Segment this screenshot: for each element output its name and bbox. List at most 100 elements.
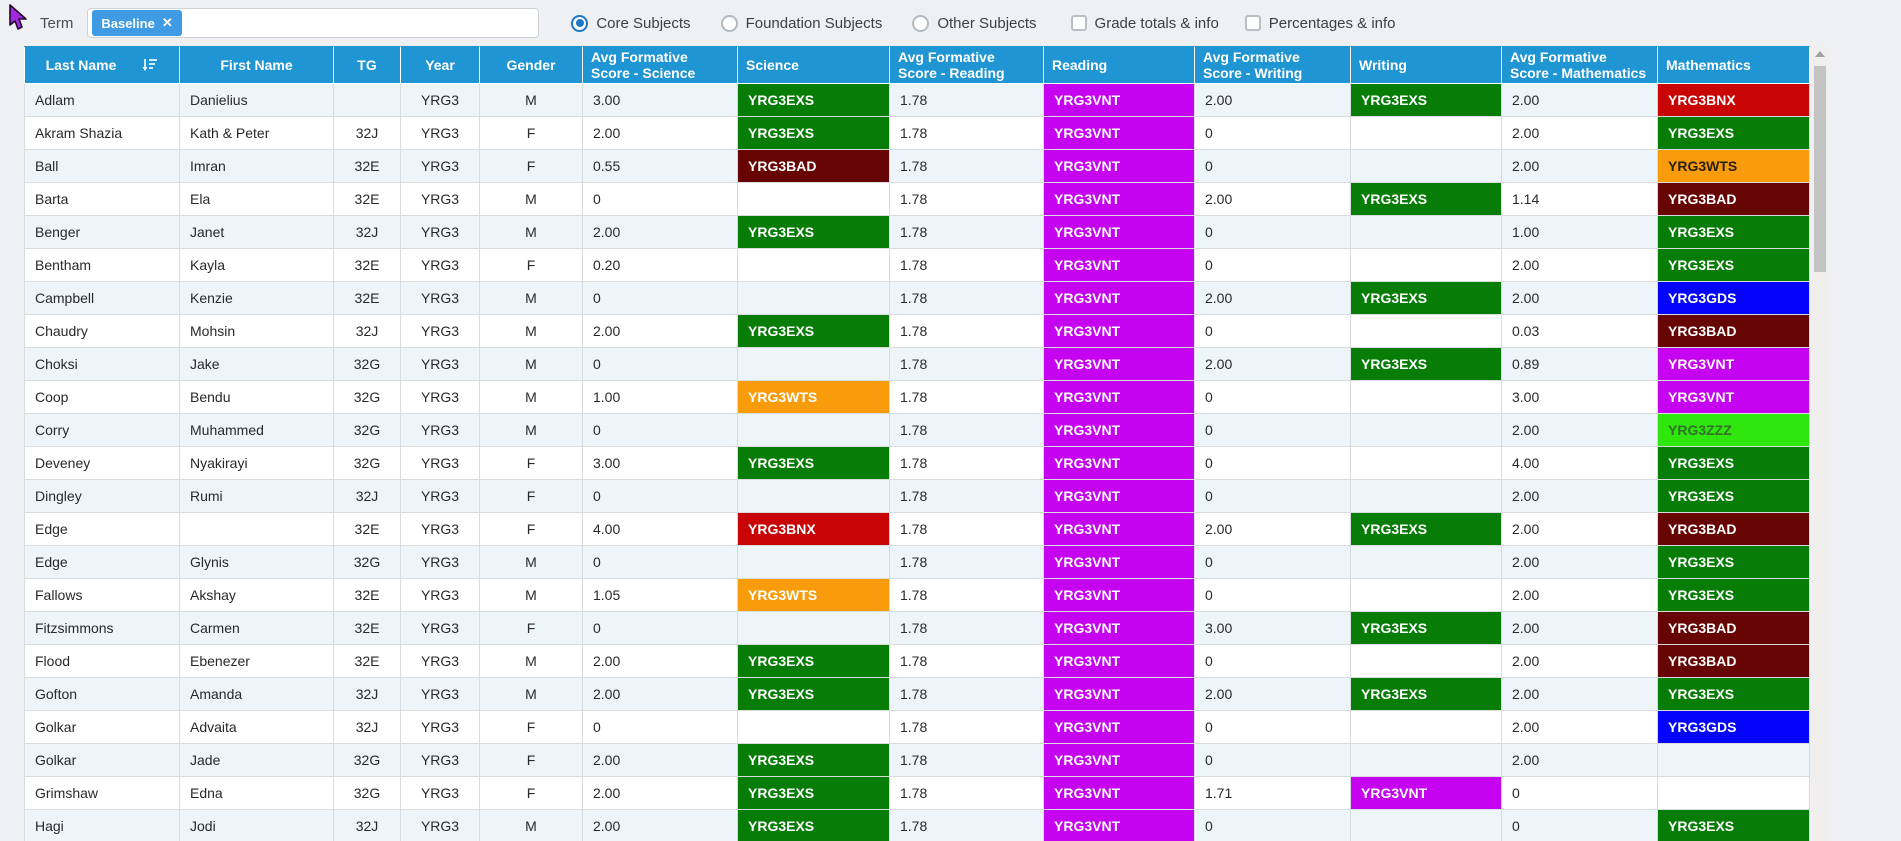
table-row[interactable]: Corry Muhammed 32G YRG3 M 0 1.78 YRG3VNT… xyxy=(24,413,1810,448)
radio-unselected-icon[interactable] xyxy=(720,14,738,32)
cell-writing-grade: YRG3EXS xyxy=(1350,182,1502,217)
table-row[interactable]: Bentham Kayla 32E YRG3 F 0.20 1.78 YRG3V… xyxy=(24,248,1810,283)
cell-writing-avg: 0 xyxy=(1194,644,1351,679)
column-header-science[interactable]: Science xyxy=(737,46,890,85)
column-header-last-name[interactable]: Last Name xyxy=(24,46,180,85)
cell-reading-grade: YRG3VNT xyxy=(1043,809,1195,841)
table-row[interactable]: Edge 32E YRG3 F 4.00 YRG3BNX 1.78 YRG3VN… xyxy=(24,512,1810,547)
cell-science-avg: 4.00 xyxy=(582,512,738,547)
cell-tg: 32J xyxy=(333,677,401,712)
cell-first-name: Akshay xyxy=(179,578,334,613)
term-tag-label: Baseline xyxy=(101,15,155,31)
cell-last-name: Bentham xyxy=(24,248,180,283)
cell-gender: F xyxy=(479,248,583,283)
cell-mathematics-avg: 0.03 xyxy=(1501,314,1658,349)
cell-reading-grade: YRG3VNT xyxy=(1043,743,1195,778)
table-row[interactable]: Coop Bendu 32G YRG3 M 1.00 YRG3WTS 1.78 … xyxy=(24,380,1810,415)
grades-table-container: Last Name First Name TG xyxy=(24,46,1810,841)
cell-writing-grade xyxy=(1350,380,1502,415)
checkbox-unchecked-icon[interactable] xyxy=(1244,15,1261,31)
cell-gender: M xyxy=(479,809,583,841)
table-row[interactable]: Golkar Advaita 32J YRG3 F 0 1.78 YRG3VNT… xyxy=(24,710,1810,745)
cell-reading-avg: 1.78 xyxy=(889,710,1044,745)
table-row[interactable]: Fitzsimmons Carmen 32E YRG3 F 0 1.78 YRG… xyxy=(24,611,1810,646)
table-row[interactable]: Ball Imran 32E YRG3 F 0.55 YRG3BAD 1.78 … xyxy=(24,149,1810,184)
table-row[interactable]: Hagi Jodi 32J YRG3 M 2.00 YRG3EXS 1.78 Y… xyxy=(24,809,1810,841)
cell-science-avg: 0 xyxy=(582,611,738,646)
column-header-avg-reading[interactable]: Avg Formative Score - Reading xyxy=(889,46,1044,85)
scrollbar-thumb[interactable] xyxy=(1814,66,1826,272)
table-row[interactable]: Dingley Rumi 32J YRG3 F 0 1.78 YRG3VNT 0… xyxy=(24,479,1810,514)
cell-science-avg: 0.55 xyxy=(582,149,738,184)
cell-reading-avg: 1.78 xyxy=(889,83,1044,118)
cell-gender: F xyxy=(479,611,583,646)
table-row[interactable]: Flood Ebenezer 32E YRG3 M 2.00 YRG3EXS 1… xyxy=(24,644,1810,679)
table-row[interactable]: Adlam Danielius YRG3 M 3.00 YRG3EXS 1.78… xyxy=(24,83,1810,118)
table-row[interactable]: Barta Ela 32E YRG3 M 0 1.78 YRG3VNT 2.00… xyxy=(24,182,1810,217)
radio-core-subjects[interactable]: Core Subjects xyxy=(571,14,691,32)
column-header-avg-writing[interactable]: Avg Formative Score - Writing xyxy=(1194,46,1351,85)
table-row[interactable]: Deveney Nyakirayi 32G YRG3 F 3.00 YRG3EX… xyxy=(24,446,1810,481)
column-header-avg-mathematics[interactable]: Avg Formative Score - Mathematics xyxy=(1501,46,1658,85)
radio-foundation-subjects[interactable]: Foundation Subjects xyxy=(720,14,882,32)
cell-tg: 32J xyxy=(333,479,401,514)
radio-unselected-icon[interactable] xyxy=(912,14,930,32)
table-row[interactable]: Gofton Amanda 32J YRG3 M 2.00 YRG3EXS 1.… xyxy=(24,677,1810,712)
table-row[interactable]: Chaudry Mohsin 32J YRG3 M 2.00 YRG3EXS 1… xyxy=(24,314,1810,349)
table-scrollbar[interactable] xyxy=(1812,46,1828,841)
cell-mathematics-avg: 2.00 xyxy=(1501,512,1658,547)
cell-last-name: Adlam xyxy=(24,83,180,118)
term-filter-input[interactable]: Baseline ✕ xyxy=(87,8,540,38)
cell-reading-grade: YRG3VNT xyxy=(1043,512,1195,547)
cell-science-grade xyxy=(737,182,890,217)
cell-year: YRG3 xyxy=(400,743,480,778)
table-row[interactable]: Edge Glynis 32G YRG3 M 0 1.78 YRG3VNT 0 … xyxy=(24,545,1810,580)
cell-writing-grade xyxy=(1350,215,1502,250)
table-row[interactable]: Grimshaw Edna 32G YRG3 F 2.00 YRG3EXS 1.… xyxy=(24,776,1810,811)
cell-reading-avg: 1.78 xyxy=(889,743,1044,778)
checkbox-grade-totals[interactable]: Grade totals & info xyxy=(1070,15,1219,32)
sort-icon[interactable] xyxy=(142,58,158,72)
term-tag[interactable]: Baseline ✕ xyxy=(92,10,182,36)
column-header-year[interactable]: Year xyxy=(400,46,480,85)
cell-reading-avg: 1.78 xyxy=(889,116,1044,151)
cell-gender: M xyxy=(479,347,583,382)
table-row[interactable]: Benger Janet 32J YRG3 M 2.00 YRG3EXS 1.7… xyxy=(24,215,1810,250)
radio-selected-icon[interactable] xyxy=(571,14,589,32)
cell-science-avg: 1.05 xyxy=(582,578,738,613)
cell-first-name: Nyakirayi xyxy=(179,446,334,481)
cell-science-grade xyxy=(737,347,890,382)
cell-tg: 32G xyxy=(333,446,401,481)
scroll-up-arrow[interactable] xyxy=(1812,46,1828,62)
cell-reading-avg: 1.78 xyxy=(889,677,1044,712)
column-header-reading[interactable]: Reading xyxy=(1043,46,1195,85)
column-header-writing[interactable]: Writing xyxy=(1350,46,1502,85)
table-row[interactable]: Akram Shazia Kath & Peter 32J YRG3 F 2.0… xyxy=(24,116,1810,151)
cell-first-name: Danielius xyxy=(179,83,334,118)
checkbox-percentages[interactable]: Percentages & info xyxy=(1244,15,1396,32)
cell-writing-avg: 2.00 xyxy=(1194,512,1351,547)
cell-year: YRG3 xyxy=(400,644,480,679)
column-header-mathematics[interactable]: Mathematics xyxy=(1657,46,1810,85)
table-row[interactable]: Choksi Jake 32G YRG3 M 0 1.78 YRG3VNT 2.… xyxy=(24,347,1810,382)
column-header-avg-science[interactable]: Avg Formative Score - Science xyxy=(582,46,738,85)
cell-mathematics-avg: 2.00 xyxy=(1501,479,1658,514)
checkbox-unchecked-icon[interactable] xyxy=(1070,15,1087,31)
column-header-first-name[interactable]: First Name xyxy=(179,46,334,85)
radio-other-subjects[interactable]: Other Subjects xyxy=(912,14,1037,32)
table-row[interactable]: Campbell Kenzie 32E YRG3 M 0 1.78 YRG3VN… xyxy=(24,281,1810,316)
cell-mathematics-avg: 2.00 xyxy=(1501,611,1658,646)
table-row[interactable]: Fallows Akshay 32E YRG3 M 1.05 YRG3WTS 1… xyxy=(24,578,1810,613)
cell-tg: 32E xyxy=(333,149,401,184)
cell-last-name: Akram Shazia xyxy=(24,116,180,151)
cell-first-name: Mohsin xyxy=(179,314,334,349)
table-row[interactable]: Golkar Jade 32G YRG3 F 2.00 YRG3EXS 1.78… xyxy=(24,743,1810,778)
cell-writing-grade xyxy=(1350,743,1502,778)
table-body: Adlam Danielius YRG3 M 3.00 YRG3EXS 1.78… xyxy=(24,83,1810,841)
cell-first-name: Advaita xyxy=(179,710,334,745)
term-tag-remove-icon[interactable]: ✕ xyxy=(161,15,173,30)
column-header-tg[interactable]: TG xyxy=(333,46,401,85)
column-header-gender[interactable]: Gender xyxy=(479,46,583,85)
cell-tg: 32J xyxy=(333,710,401,745)
cell-tg: 32E xyxy=(333,644,401,679)
